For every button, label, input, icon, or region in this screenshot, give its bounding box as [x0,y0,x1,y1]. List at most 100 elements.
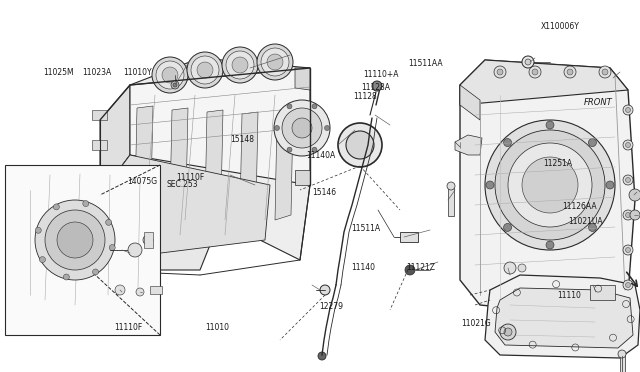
Circle shape [267,54,283,70]
Bar [400,232,418,242]
Circle shape [529,66,541,78]
Text: 11251A: 11251A [543,159,572,168]
Circle shape [625,142,630,148]
Circle shape [567,69,573,75]
Text: 11025M: 11025M [44,68,74,77]
Circle shape [623,280,633,290]
Circle shape [372,81,382,91]
Circle shape [485,120,615,250]
Polygon shape [460,60,635,315]
Circle shape [35,200,115,280]
Circle shape [495,130,605,240]
Text: 11010: 11010 [205,323,230,332]
Text: 11128A: 11128A [361,83,390,92]
Polygon shape [485,275,640,358]
Text: 11010Y: 11010Y [124,68,152,77]
Circle shape [625,177,630,183]
Circle shape [522,157,578,213]
Circle shape [623,210,633,220]
Circle shape [494,66,506,78]
Circle shape [625,108,630,112]
Circle shape [346,131,374,159]
Polygon shape [170,108,188,205]
Circle shape [318,352,326,360]
Circle shape [63,274,69,280]
Circle shape [312,104,317,109]
Text: 11140: 11140 [351,263,375,272]
Polygon shape [495,288,633,348]
Circle shape [508,143,592,227]
Text: 11110F: 11110F [177,173,205,182]
Polygon shape [240,112,258,215]
Circle shape [405,265,415,275]
Text: SEC.253: SEC.253 [166,180,198,189]
Circle shape [629,189,640,201]
Circle shape [274,100,330,156]
Polygon shape [205,110,223,210]
Text: 14075G: 14075G [127,177,157,186]
Text: 11021G: 11021G [461,319,490,328]
Bar [150,286,162,294]
Circle shape [623,105,633,115]
Polygon shape [105,155,270,260]
Circle shape [109,244,115,251]
Text: X110006Y: X110006Y [541,22,579,31]
Text: 11140A: 11140A [306,151,335,160]
Circle shape [152,57,188,93]
Circle shape [338,123,382,167]
Bar [590,285,615,300]
Text: FRONT: FRONT [584,98,612,107]
Text: 11511A: 11511A [351,224,380,233]
Circle shape [191,56,219,84]
Bar [144,232,153,248]
Bar [448,188,454,216]
Circle shape [588,139,596,147]
Text: 11021UA: 11021UA [568,217,603,226]
Circle shape [156,61,184,89]
Circle shape [504,262,516,274]
Polygon shape [295,68,310,90]
Bar [620,355,625,372]
Circle shape [226,51,254,79]
Polygon shape [130,155,310,260]
Circle shape [232,57,248,73]
Polygon shape [460,60,628,105]
Circle shape [504,224,511,231]
Circle shape [312,147,317,152]
Circle shape [518,264,526,272]
Circle shape [35,227,41,233]
Circle shape [623,175,633,185]
Text: 15146: 15146 [312,188,337,197]
Circle shape [324,125,330,131]
Circle shape [40,257,45,263]
Polygon shape [275,114,293,220]
Circle shape [287,104,292,109]
Circle shape [504,328,512,336]
Circle shape [287,147,292,152]
Circle shape [625,212,630,218]
Circle shape [320,285,330,295]
Text: 11110: 11110 [557,291,580,300]
Bar [92,140,107,150]
Circle shape [45,210,105,270]
Circle shape [500,324,516,340]
Polygon shape [10,170,150,310]
Circle shape [83,201,89,206]
Circle shape [564,66,576,78]
Circle shape [623,245,633,255]
Text: 12279: 12279 [319,302,343,311]
Polygon shape [455,135,482,155]
Circle shape [187,52,223,88]
Circle shape [532,69,538,75]
Polygon shape [130,68,310,220]
Circle shape [257,44,293,80]
Bar [92,190,107,200]
Circle shape [106,219,111,225]
Circle shape [292,118,312,138]
Bar [92,165,107,175]
Text: 11126AA: 11126AA [562,202,596,211]
Circle shape [197,62,213,78]
Circle shape [173,83,177,87]
Circle shape [623,140,633,150]
Circle shape [525,59,531,65]
